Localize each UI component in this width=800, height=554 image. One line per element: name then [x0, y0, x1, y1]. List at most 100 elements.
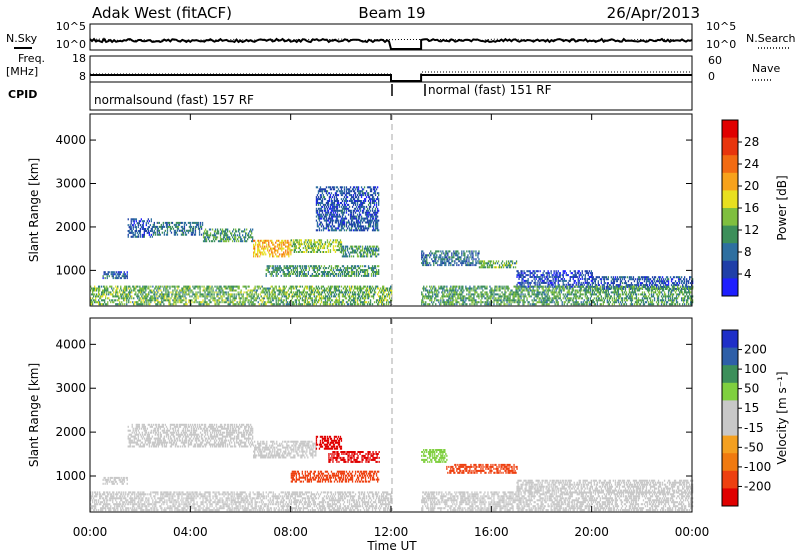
- power-cell-1760: [518, 281, 520, 284]
- power-cell-960: [373, 253, 376, 256]
- power-cell-44: [135, 235, 137, 238]
- power-cell-4959: [562, 287, 564, 290]
- power-cell-600: [280, 241, 282, 244]
- power-cell-3575: [290, 299, 292, 302]
- power-cell-1840: [534, 279, 536, 282]
- power-cell-865: [345, 245, 348, 248]
- power-cell-1733: [507, 262, 510, 265]
- power-cell-2897: [162, 293, 164, 296]
- power-cell-4396: [462, 291, 464, 294]
- power-cell-3970: [357, 287, 360, 290]
- power-cell-4115: [384, 291, 386, 294]
- power-cell-2172: [607, 286, 609, 288]
- power-cell-141: [157, 233, 159, 236]
- power-cell-2692: [126, 299, 128, 302]
- power-cell-2418: [670, 284, 673, 287]
- power-cell-1144: [313, 267, 315, 270]
- power-cell-2601: [107, 289, 109, 292]
- power-cell-3618: [297, 295, 299, 298]
- power-cell-145: [158, 233, 160, 236]
- power-cell-366: [220, 230, 223, 233]
- power-cell-1939: [555, 278, 557, 280]
- power-cell-106: [148, 231, 150, 234]
- power-cell-4630: [505, 291, 507, 294]
- power-cell-142: [157, 229, 159, 232]
- power-cell-4700: [517, 297, 519, 300]
- power-cell-3626: [298, 289, 300, 292]
- power-cell-4365: [457, 289, 459, 292]
- power-cell-3727: [316, 301, 319, 304]
- power-cell-138: [156, 227, 158, 230]
- power-cell-881: [351, 249, 354, 252]
- power-cell-3395: [256, 285, 258, 288]
- power-cell-3935: [352, 297, 355, 300]
- power-cell-1919: [551, 281, 553, 284]
- power-cell-999: [271, 265, 273, 268]
- power-cell-2856: [155, 291, 157, 294]
- power-cell-4919: [555, 295, 557, 298]
- power-cell-4213: [432, 295, 434, 298]
- power-cell-1706: [493, 262, 496, 265]
- power-cell-4191: [428, 295, 430, 298]
- power-cell-656: [290, 239, 292, 242]
- power-cell-2276: [634, 284, 637, 287]
- power-cell-3359: [250, 299, 252, 302]
- power-cell-3494: [275, 301, 277, 304]
- power-cell-1472: [433, 254, 435, 257]
- power-cell-1967: [561, 278, 563, 280]
- power-cell-3412: [261, 301, 263, 304]
- power-cell-4409: [465, 297, 467, 300]
- power-cell-3461: [269, 287, 271, 290]
- power-cell-3994: [361, 291, 364, 294]
- power-cell-4408: [465, 299, 467, 302]
- power-cell-2182: [610, 282, 612, 285]
- power-cell-133: [154, 225, 156, 228]
- power-cell-1192: [327, 267, 330, 270]
- power-cell-3436: [265, 291, 267, 294]
- power-cell-3213: [222, 291, 224, 294]
- power-cell-8: [129, 231, 131, 234]
- power-cell-1149: [314, 265, 316, 268]
- power-cell-1117: [304, 267, 306, 270]
- power-cell-3754: [320, 285, 323, 288]
- power-cell-3990: [361, 301, 364, 304]
- power-cell-3804: [329, 297, 332, 300]
- power-cell-1244: [344, 269, 347, 272]
- power-cell-4071: [377, 285, 379, 288]
- power-cell-816: [334, 245, 337, 248]
- power-cell-4397: [462, 287, 464, 290]
- power-cell-2687: [125, 289, 127, 292]
- power-cell-2266: [631, 284, 634, 287]
- power-cell-4317: [450, 285, 452, 288]
- power-cell-4448: [472, 293, 474, 296]
- power-cell-1930: [553, 270, 555, 273]
- power-cell-2682: [124, 287, 126, 290]
- power-cell-3557: [285, 285, 287, 288]
- power-cell-1362: [102, 275, 104, 278]
- power-cell-1639: [472, 260, 474, 263]
- power-cell-1031: [280, 267, 282, 270]
- power-cell-1348: [374, 271, 377, 273]
- power-cell-4019: [365, 289, 368, 292]
- power-cell-2095: [589, 272, 591, 275]
- power-cell-4611: [502, 299, 504, 302]
- power-cell-566: [272, 251, 274, 254]
- power-cell-4558: [492, 289, 494, 292]
- power-cell-4255: [441, 291, 443, 294]
- power-cell-629: [286, 245, 288, 248]
- power-cell-2549: [98, 289, 100, 292]
- power-cell-4223: [434, 289, 436, 292]
- power-cell-2666: [122, 303, 124, 306]
- power-cell-713: [305, 239, 307, 242]
- power-cell-2742: [136, 285, 138, 288]
- power-cell-956: [372, 251, 375, 254]
- power-cell-2003: [570, 285, 572, 288]
- power-cell-3291: [235, 285, 237, 288]
- power-cell-1941: [555, 274, 557, 277]
- power-cell-1008: [274, 267, 276, 270]
- power-cell-3644: [302, 291, 304, 294]
- power-cell-4435: [470, 295, 472, 298]
- power-cell-4523: [486, 293, 488, 296]
- power-cell-1881: [543, 276, 545, 278]
- power-cell-866: [346, 255, 349, 258]
